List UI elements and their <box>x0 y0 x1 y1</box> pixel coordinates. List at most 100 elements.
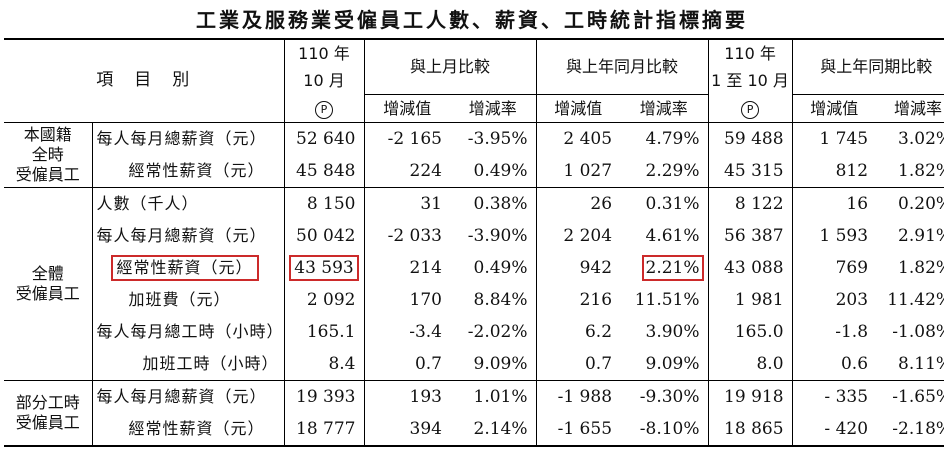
row-label: 每人每月總工時（小時） <box>92 315 285 348</box>
cell: 11.42% <box>887 289 944 310</box>
cell: 769 <box>835 257 869 278</box>
cell: 9.09% <box>620 347 709 380</box>
cell: 0.6 <box>840 353 869 374</box>
cell: 0.7 <box>584 353 613 374</box>
row-label: 經常性薪資（元） <box>92 154 285 187</box>
cell: 203 <box>835 289 869 310</box>
header-ytd-range: 1 至 10 月 <box>708 67 793 94</box>
row-label: 每人每月總薪資（元） <box>92 379 285 413</box>
row-label: 經常性薪資（元） <box>92 412 285 447</box>
header-item-column: 項 目 別 <box>4 38 285 122</box>
cell: 1.01% <box>450 379 537 413</box>
cell: -2.02% <box>450 315 537 348</box>
cell: -1 988 <box>536 379 621 413</box>
table-row: 全體 受僱員工 人數（千人） 8 150 31 0.38% 26 0.31% 8… <box>4 186 944 380</box>
cell: 0.49% <box>450 251 537 284</box>
cell: -2.18% <box>876 412 944 447</box>
table-row: 部分工時 受僱員工 每人每月總薪資（元） 19 393 193 1.01% -1… <box>4 379 944 447</box>
header-oct-month: 10 月 <box>284 67 365 94</box>
cell: 2.91% <box>898 225 944 246</box>
row-label-highlighted: 經常性薪資（元） <box>110 254 259 281</box>
table-row: 每人每月總薪資（元） 50 042 -2 033 -3.90% 2 204 4.… <box>4 219 944 252</box>
cell: 43 088 <box>708 251 793 284</box>
cell: 9.09% <box>450 347 537 380</box>
cell: 52 640 <box>284 121 365 155</box>
cell: 0.38% <box>450 186 537 220</box>
cell: 224 <box>409 160 442 181</box>
cell: 812 <box>835 160 869 181</box>
preliminary-mark: P <box>741 101 760 120</box>
group-label-all: 全體 受僱員工 <box>4 186 93 380</box>
table-row: 本國籍 全時 受僱員工 每人每月總薪資（元） 52 640 -2 165 -3.… <box>4 121 944 187</box>
cell: 2 204 <box>563 225 613 246</box>
cell: 1 745 <box>792 121 877 155</box>
cell: -9.30% <box>620 379 709 413</box>
cell: 2.14% <box>450 412 537 447</box>
cell: 2 092 <box>284 283 365 316</box>
cell: 8 150 <box>284 186 365 220</box>
cell: 170 <box>409 289 442 310</box>
cell: 0.31% <box>620 186 709 220</box>
cell: 942 <box>579 257 613 278</box>
cell: -1.65% <box>876 379 944 413</box>
cell: -1 655 <box>536 412 621 447</box>
cell: 8.0 <box>708 347 793 380</box>
cell: 19 393 <box>284 379 365 413</box>
cell: 2.29% <box>620 154 709 187</box>
cell: 50 042 <box>284 219 365 252</box>
cell: 16 <box>792 186 877 220</box>
cell: 18 865 <box>708 412 793 447</box>
row-label: 加班工時（小時） <box>92 347 285 380</box>
cell: 31 <box>364 186 450 220</box>
header-ytd-year: 110 年 <box>708 38 793 67</box>
cell: 214 <box>409 257 442 278</box>
row-label: 每人每月總薪資（元） <box>92 121 285 155</box>
table-row: 加班費（元） 2 092 170 8.84% 216 11.51% 1 981 … <box>4 283 944 316</box>
cell: 4.79% <box>620 121 709 155</box>
cell: 6.2 <box>584 321 613 342</box>
cell: 8.4 <box>284 347 365 380</box>
group-label-parttime: 部分工時 受僱員工 <box>4 379 93 447</box>
cell: 45 315 <box>708 154 793 187</box>
cell: 0.7 <box>414 353 442 374</box>
cell-highlighted: 2.21% <box>641 254 704 281</box>
cell: 216 <box>579 289 613 310</box>
cell: 0.20% <box>876 186 944 220</box>
cell: 56 387 <box>708 219 793 252</box>
cell: - 420 <box>792 412 877 447</box>
header-yoy-change-rate: 增減率 <box>620 94 709 122</box>
cell: -3.90% <box>450 219 537 252</box>
header-yoy-change-value: 增減值 <box>554 98 603 118</box>
cell: -8.10% <box>620 412 709 447</box>
cell: -2 165 <box>364 121 450 155</box>
cell: 165.0 <box>708 315 793 348</box>
header-ytd-prelim: P <box>708 94 793 122</box>
cell: 1 981 <box>708 283 793 316</box>
table-row: 經常性薪資（元） 18 777 394 2.14% -1 655 -8.10% … <box>4 412 944 447</box>
cell: - 335 <box>792 379 877 413</box>
cell: 394 <box>364 412 450 447</box>
cell: 165.1 <box>284 315 365 348</box>
cell: 11.51% <box>620 283 709 316</box>
cell: 26 <box>536 186 621 220</box>
header-ytd-yoy-group: 與上年同期比較 <box>792 38 944 95</box>
cell: -1.8 <box>835 321 869 342</box>
cell: 8 122 <box>708 186 793 220</box>
cell: 59 488 <box>708 121 793 155</box>
cell: 19 918 <box>708 379 793 413</box>
cell: 18 777 <box>284 412 365 447</box>
header-mom-change-value: 增減值 <box>383 98 432 118</box>
header-oct-prelim: P <box>284 94 365 122</box>
cell: -3.4 <box>409 321 442 342</box>
cell: 8.84% <box>450 283 537 316</box>
cell: 45 848 <box>284 154 365 187</box>
cell: 3.90% <box>620 315 709 348</box>
table-row: 經常性薪資（元） 43 593 214 0.49% 942 2.21% 43 0… <box>4 251 944 284</box>
table-row: 加班工時（小時） 8.4 0.7 9.09% 0.7 9.09% 8.0 0.6… <box>4 347 944 380</box>
table-row: 經常性薪資（元） 45 848 224 0.49% 1 027 2.29% 45… <box>4 154 944 187</box>
row-label: 人數（千人） <box>92 186 285 220</box>
header-mom-group: 與上月比較 <box>364 38 537 95</box>
cell: 4.61% <box>620 219 709 252</box>
preliminary-mark: P <box>315 101 333 120</box>
header-oct-year: 110 年 <box>284 38 365 67</box>
